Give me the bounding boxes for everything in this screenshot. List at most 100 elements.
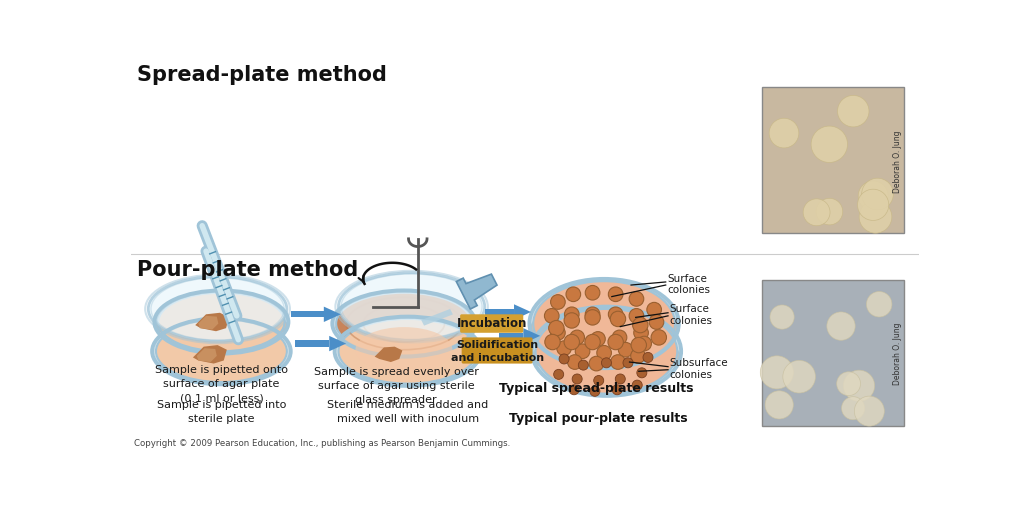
Ellipse shape [156,309,287,341]
Text: Sample is spread evenly over
surface of agar using sterile
glass spreader: Sample is spread evenly over surface of … [313,366,478,404]
Circle shape [838,96,869,128]
Circle shape [545,334,560,350]
Ellipse shape [336,293,472,355]
Circle shape [803,200,830,227]
Ellipse shape [339,319,477,384]
Ellipse shape [339,273,484,341]
Circle shape [842,397,864,420]
Circle shape [601,358,611,368]
Circle shape [575,344,590,359]
Circle shape [549,321,564,336]
Circle shape [612,330,627,345]
Text: Solidification
and incubation: Solidification and incubation [451,340,544,362]
Circle shape [554,370,563,380]
FancyBboxPatch shape [460,315,523,333]
Text: Incubation: Incubation [457,317,527,330]
Ellipse shape [355,327,453,373]
Ellipse shape [336,310,475,345]
Circle shape [651,330,667,346]
Circle shape [623,358,633,368]
Circle shape [858,182,888,211]
Ellipse shape [148,277,287,342]
Circle shape [566,288,581,302]
Circle shape [634,326,648,341]
Circle shape [557,341,571,356]
Circle shape [597,346,611,360]
Circle shape [631,338,646,353]
FancyBboxPatch shape [462,338,532,364]
Text: Deborah O. Jung: Deborah O. Jung [893,322,902,384]
Circle shape [569,330,585,345]
Text: Spread-plate method: Spread-plate method [137,65,387,85]
Text: Typical pour-plate results: Typical pour-plate results [509,411,688,425]
Circle shape [590,386,600,397]
Circle shape [826,313,855,341]
Circle shape [585,334,600,350]
Circle shape [816,199,843,225]
Circle shape [629,292,644,306]
Circle shape [857,190,889,221]
Circle shape [637,336,651,351]
Ellipse shape [159,293,285,352]
Polygon shape [514,305,531,320]
Circle shape [760,356,794,389]
Circle shape [569,385,580,395]
Circle shape [861,179,893,211]
Circle shape [567,355,583,370]
Circle shape [608,334,624,350]
Circle shape [586,307,600,322]
Circle shape [649,315,664,330]
Polygon shape [199,316,218,330]
Text: Typical spread-plate results: Typical spread-plate results [499,382,693,394]
Text: Sterile medium is added and
mixed well with inoculum: Sterile medium is added and mixed well w… [327,399,488,423]
Circle shape [585,310,600,325]
Ellipse shape [154,313,289,341]
Circle shape [844,371,874,402]
Polygon shape [295,341,330,347]
Polygon shape [291,312,324,318]
Text: Copyright © 2009 Pearson Education, Inc., publishing as Pearson Benjamin Cumming: Copyright © 2009 Pearson Education, Inc.… [134,438,511,447]
Polygon shape [484,309,514,316]
Polygon shape [499,333,523,340]
Circle shape [589,357,604,371]
Circle shape [572,374,583,384]
Polygon shape [196,313,229,331]
Text: Subsurface
colonies: Subsurface colonies [670,358,728,379]
Circle shape [618,343,633,357]
Ellipse shape [536,309,677,394]
Text: Deborah O. Jung: Deborah O. Jung [893,130,902,192]
Circle shape [631,349,645,363]
FancyBboxPatch shape [762,280,904,426]
Circle shape [782,361,815,393]
Circle shape [859,201,892,234]
Text: Sample is pipetted into
sterile plate: Sample is pipetted into sterile plate [157,399,286,423]
Circle shape [637,368,647,378]
Text: Sample is pipetted onto
surface of agar plate
(0.1 ml or less): Sample is pipetted onto surface of agar … [155,364,288,403]
Circle shape [633,318,648,333]
Circle shape [608,288,623,302]
Ellipse shape [534,333,680,378]
Polygon shape [375,347,402,362]
Ellipse shape [156,321,287,382]
Polygon shape [523,328,541,344]
Circle shape [564,313,580,328]
Circle shape [610,312,626,327]
Ellipse shape [534,281,675,366]
Circle shape [564,307,580,322]
Circle shape [765,391,794,419]
Circle shape [811,127,848,163]
Circle shape [854,397,885,426]
Circle shape [586,286,600,300]
Circle shape [551,326,565,341]
Text: Surface
colonies: Surface colonies [670,304,713,325]
Circle shape [579,360,589,371]
Circle shape [612,385,623,395]
Circle shape [647,303,662,318]
Polygon shape [197,349,217,362]
Circle shape [770,305,795,329]
Circle shape [594,376,604,386]
Circle shape [769,119,799,149]
Polygon shape [421,309,453,326]
Circle shape [615,374,626,384]
Circle shape [551,295,565,309]
